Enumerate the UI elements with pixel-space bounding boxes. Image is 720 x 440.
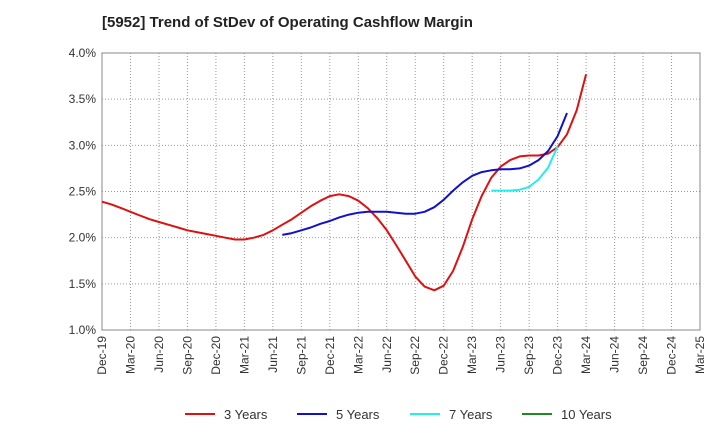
x-tick-label: Sep-23 <box>522 336 536 375</box>
x-tick-label: Jun-23 <box>494 336 508 373</box>
x-tick-label: Jun-20 <box>152 336 166 373</box>
x-tick-label: Mar-24 <box>579 336 593 374</box>
legend-label: 7 Years <box>449 407 493 422</box>
x-tick-label: Jun-21 <box>266 336 280 373</box>
x-tick-label: Sep-20 <box>180 336 194 375</box>
legend-label: 3 Years <box>224 407 268 422</box>
y-tick-label: 3.0% <box>69 138 97 152</box>
x-tick-label: Mar-21 <box>237 336 251 374</box>
y-tick-label: 1.0% <box>69 323 97 337</box>
x-tick-label: Dec-20 <box>209 336 223 375</box>
x-tick-label: Mar-20 <box>123 336 137 374</box>
x-tick-label: Sep-22 <box>408 336 422 375</box>
x-tick-label: Dec-23 <box>551 336 565 375</box>
legend-label: 10 Years <box>561 407 612 422</box>
x-tick-label: Jun-24 <box>608 336 622 373</box>
x-tick-label: Dec-19 <box>95 336 109 375</box>
chart-title: [5952] Trend of StDev of Operating Cashf… <box>102 14 473 31</box>
legend-label: 5 Years <box>336 407 380 422</box>
y-tick-label: 2.5% <box>69 185 97 199</box>
y-tick-label: 2.0% <box>69 231 97 245</box>
y-tick-label: 4.0% <box>69 46 97 60</box>
x-tick-label: Dec-21 <box>323 336 337 375</box>
plot-frame <box>101 52 701 331</box>
y-tick-label: 3.5% <box>69 92 97 106</box>
series-line <box>282 112 568 236</box>
x-tick-label: Mar-23 <box>465 336 479 374</box>
x-tick-label: Sep-24 <box>636 336 650 375</box>
x-tick-label: Dec-22 <box>437 336 451 375</box>
y-tick-label: 1.5% <box>69 277 97 291</box>
x-tick-label: Dec-24 <box>665 336 679 375</box>
x-tick-label: Mar-22 <box>351 336 365 374</box>
series-line <box>101 73 588 292</box>
x-tick-label: Sep-21 <box>294 336 308 375</box>
series-line <box>491 145 559 192</box>
x-tick-label: Mar-25 <box>693 336 707 374</box>
x-tick-label: Jun-22 <box>380 336 394 373</box>
